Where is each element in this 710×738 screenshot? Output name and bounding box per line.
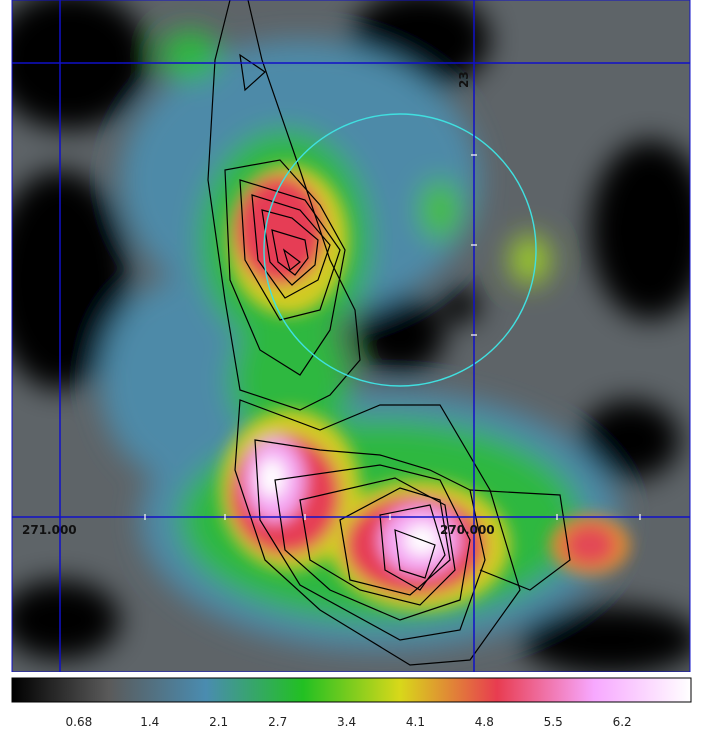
sky-map: 271.000 270.000 23	[11, 0, 691, 672]
contour-north-3	[239, 179, 341, 321]
contour-south-5	[339, 487, 451, 596]
ra-label-271: 271.000	[22, 523, 77, 537]
contour-north-6	[271, 229, 309, 276]
colorbar-ticks: 0.68 1.4 2.1 2.7 3.4 4.1 4.8 5.5 6.2	[66, 715, 632, 729]
contour-south-6	[379, 504, 446, 591]
colorbar-tick-label: 1.4	[140, 715, 159, 729]
region-circle	[263, 113, 537, 387]
colorbar-gradient	[11, 677, 692, 703]
grid-tick-marks	[144, 154, 641, 520]
contour-south-4	[299, 477, 456, 606]
ra-label-270: 270.000	[440, 523, 495, 537]
coordinate-grid	[12, 0, 690, 672]
contour-north-outer	[207, 0, 361, 411]
contour-south-3	[274, 464, 471, 621]
contour-north-4	[251, 194, 331, 299]
colorbar-tick-label: 4.8	[475, 715, 494, 729]
colorbar-tick-label: 6.2	[613, 715, 632, 729]
contour-north-2	[224, 159, 346, 376]
contour-north-5	[261, 209, 319, 286]
colorbar-tick-label: 2.1	[209, 715, 228, 729]
contour-south-outer	[234, 399, 521, 666]
contour-lines	[207, 0, 571, 666]
contour-north-7	[282, 248, 301, 272]
colorbar-tick-label: 5.5	[544, 715, 563, 729]
colorbar-tick-label: 3.4	[337, 715, 356, 729]
dec-label: 23	[457, 71, 471, 88]
contour-south-2	[254, 439, 486, 641]
colorbar: 0.68 1.4 2.1 2.7 3.4 4.1 4.8 5.5 6.2	[11, 677, 692, 729]
contour-south-7	[394, 529, 436, 579]
colorbar-tick-label: 4.1	[406, 715, 425, 729]
map-frame	[11, 0, 691, 672]
contour-east	[469, 489, 571, 591]
colorbar-tick-label: 2.7	[268, 715, 287, 729]
colorbar-tick-label: 0.68	[66, 715, 93, 729]
intensity-map	[12, 0, 690, 672]
